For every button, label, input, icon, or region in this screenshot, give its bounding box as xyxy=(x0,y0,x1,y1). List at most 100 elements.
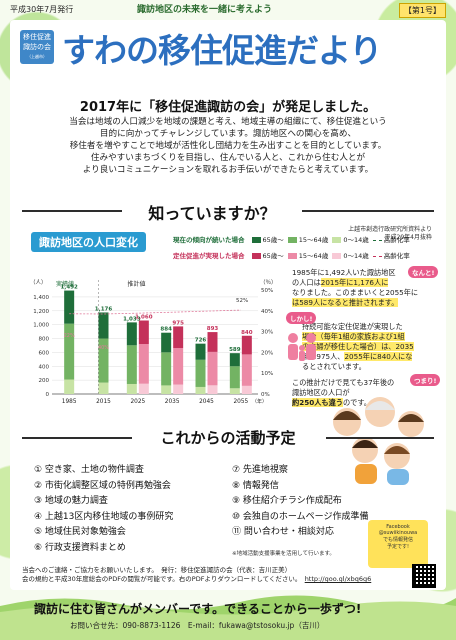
tagline: 諏訪地区の未来を一緒に考えよう xyxy=(137,5,273,15)
bar-segment-current xyxy=(98,382,109,394)
family-icon xyxy=(288,333,316,361)
bar-segment-target xyxy=(241,335,252,355)
legend-current-label: 現在の傾向が続いた場合 xyxy=(173,236,245,244)
legend-item: 高齢化率 xyxy=(372,250,410,260)
activity-item: ① 空き家、土地の物件調査 xyxy=(34,465,144,475)
logo-sub: （上越市） xyxy=(27,54,47,59)
bar-segment-target xyxy=(173,348,184,385)
population-chart: 0 200 400 600 800 1,000 1,200 1,400 0% 10% 20% 30% 4… xyxy=(30,279,277,405)
bar-segment-current xyxy=(229,388,240,394)
actual-label: 実績値 xyxy=(56,280,74,288)
source-note: 上越市創造行政研究所資料より 平成29年4月抜粋 xyxy=(282,226,432,242)
y-tick-label: 1,200 xyxy=(33,309,49,315)
y-tick-label: 200 xyxy=(39,378,50,384)
bar-value-label: 975 xyxy=(172,320,184,326)
family-illustration xyxy=(333,397,424,485)
chart-notes: 1985年に1,492人いた諏訪地区 の人口は2015年に1,176人に なりま… xyxy=(292,268,436,408)
source-line1: 上越市創造行政研究所資料より xyxy=(348,226,432,233)
footer-url[interactable]: http://goo.gl/xbq6g6 xyxy=(304,575,372,583)
bar-segment-current xyxy=(126,345,137,384)
x-tick-label: 2045 xyxy=(199,399,214,405)
bar-segment-target xyxy=(241,354,252,386)
y-tick-label: 400 xyxy=(39,364,50,370)
legend-target: 定住促進が実現した場合 65歳〜 15〜64歳 0〜14歳 高齢化率 xyxy=(170,248,434,262)
activity-item: ⑪ 問い合わせ・相談対応 xyxy=(232,527,334,538)
activity-item: ③ 地域の魅力調査 xyxy=(34,496,108,507)
footer-text: 当会へのご連絡・ご協力をお願いいたします。 発行：移住促進諏訪の会（代表：吉川正… xyxy=(22,566,402,584)
bar-segment-target xyxy=(173,384,184,394)
bar-segment-target xyxy=(138,344,149,384)
activity-item: ⑦ 先進地視察 xyxy=(232,465,288,475)
callout-nanto: なんと! xyxy=(408,266,439,278)
intro-line: より良いコミュニケーションを取れるお手伝いができたらと考えています。 xyxy=(82,165,374,175)
x-tick-label: 2025 xyxy=(130,399,145,405)
logo-line2: 諏訪の会 xyxy=(23,43,51,51)
bar-segment-target xyxy=(241,385,252,394)
intro-line: 住みやすいまちづくりを目指し、住んでいる人と、これから住む人とが xyxy=(90,153,366,163)
activities-title: これからの活動予定 xyxy=(160,429,296,447)
y-tick-label: 1,400 xyxy=(33,295,49,301)
rate-current-label: 52% xyxy=(236,298,248,304)
y2-tick-label: 40% xyxy=(261,309,273,315)
activity-item: ⑥ 行政支援資料まとめ xyxy=(34,542,126,553)
bar-segment-current xyxy=(195,386,206,394)
y-tick-label: 600 xyxy=(39,350,50,356)
bar-value-label: 840 xyxy=(241,330,253,336)
bar-value-label: 893 xyxy=(207,326,219,332)
y-tick-label: 800 xyxy=(39,337,50,343)
y2-tick-label: 30% xyxy=(261,330,273,336)
bar-value-label: 1,060 xyxy=(135,315,153,321)
bar-segment-target xyxy=(173,326,184,349)
x-tick-label: 2015 xyxy=(96,399,111,405)
contact-info[interactable]: お問い合せ先：090-8873-1126 E-mail：fukawa@tstos… xyxy=(70,621,325,630)
x-unit-label: （年） xyxy=(252,398,267,405)
rate-label: 22% xyxy=(64,333,75,339)
association-logo: 移住促進 諏訪の会 （上越市） xyxy=(20,30,54,64)
callout-shikashi: しかし! xyxy=(286,312,317,324)
callout-tsumari: つまり! xyxy=(410,374,441,386)
intro-text: 当会は地域の人口減少を地域の課題と考え、地域主導の組織にて、移住促進という 目的… xyxy=(22,116,434,176)
bar-segment-current xyxy=(126,383,137,394)
bar-segment-current xyxy=(195,343,206,360)
y2-tick-label: 50% xyxy=(261,288,273,294)
legend-target-label: 定住促進が実現した場合 xyxy=(173,252,245,260)
note-p1: 1985年に1,492人いた諏訪地区 の人口は2015年に1,176人に なりま… xyxy=(292,268,419,307)
bar-segment-current xyxy=(195,359,206,387)
activity-item: ④ 上越13区内移住地域の事例研究 xyxy=(34,511,174,522)
legend-item: 0〜14歳 xyxy=(332,234,369,244)
legend-item: 15〜64歳 xyxy=(287,250,328,260)
legend-item: 65歳〜 xyxy=(251,250,284,260)
bar-segment-target xyxy=(138,320,149,345)
y-tick-label: 0 xyxy=(46,392,50,398)
page-title: すわの移住促進だより xyxy=(62,31,382,70)
issue-number: 【第1号】 xyxy=(398,3,446,18)
chart-title: 諏訪地区の人口変化 xyxy=(31,232,146,252)
divider xyxy=(22,210,122,212)
bar-segment-target xyxy=(207,385,218,394)
facebook-badge[interactable]: Facebook @suwiikinouwa でも情報発信 予定です! xyxy=(368,520,428,568)
bottom-banner xyxy=(0,595,456,640)
section-title-know: 知っていますか？ xyxy=(148,204,276,223)
divider xyxy=(302,210,434,212)
issue-date: 平成30年7月発行 xyxy=(10,5,74,14)
activity-item: ⑩ 会独自のホームページ作成準備 xyxy=(232,511,369,522)
activities-note: ※地域活動支援事業を活用して行います。 xyxy=(232,551,335,557)
rate-label: 40% xyxy=(98,345,109,351)
bar-value-label: 1,176 xyxy=(95,306,113,312)
x-tick-label: 2035 xyxy=(165,399,180,405)
bar-segment-current xyxy=(98,338,109,383)
legend-item: 15〜64歳 xyxy=(287,234,328,244)
intro-line: 目的に向かってチャレンジしています。諏訪地区への関心を高め、 xyxy=(99,129,357,139)
bar-value-label: 589 xyxy=(229,347,241,353)
bar-segment-current xyxy=(229,353,240,367)
intro-line: 当会は地域の人口減少を地域の課題と考え、地域主導の組織にて、移住促進という xyxy=(69,117,387,127)
footer-line2: 会の規約と平成30年度総会のPDFの閲覧が可能です。右のPDFよりダウンロードし… xyxy=(22,575,372,583)
x-tick-label: 2055 xyxy=(233,399,248,405)
intro-line: 移住者を増やすことで地域が活性化し団結力を生み出すことを目的としています。 xyxy=(69,141,387,151)
bar-value-label: 726 xyxy=(195,338,207,344)
logo-line1: 移住促進 xyxy=(23,33,51,41)
bar-segment-target xyxy=(207,351,218,386)
qr-code-icon[interactable] xyxy=(412,564,436,588)
bottom-slogan: 諏訪に住む皆さんがメンバーです。できることから一歩ずつ! xyxy=(34,602,362,616)
bar-value-label: 884 xyxy=(160,327,172,333)
